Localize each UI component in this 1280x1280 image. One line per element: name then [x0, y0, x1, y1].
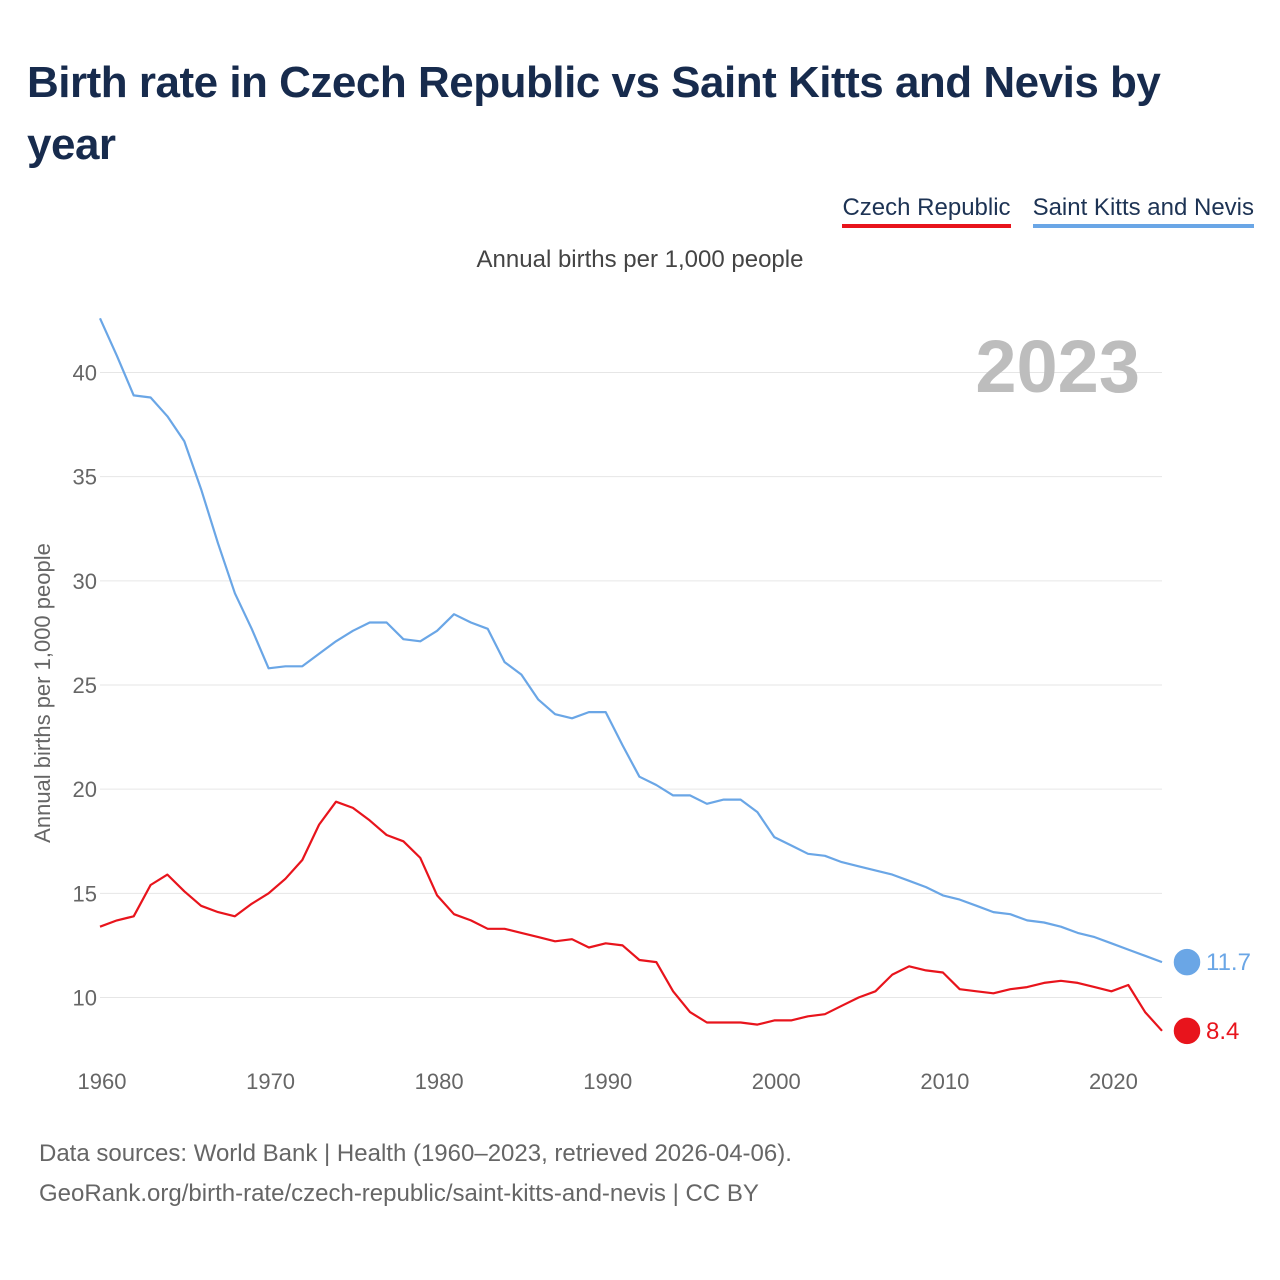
x-tick-label-2020: 2020 [1089, 1069, 1138, 1094]
chart-subtitle: Annual births per 1,000 people [476, 246, 804, 273]
legend: Czech Republic Saint Kitts and Nevis [842, 194, 1254, 228]
x-tick-label-2000: 2000 [752, 1069, 801, 1094]
y-tick-label-25: 25 [73, 673, 97, 698]
y-tick-label-20: 20 [73, 777, 97, 802]
x-tick-label-1980: 1980 [415, 1069, 464, 1094]
series-line-saint-kitts-and-nevis[interactable] [98, 317, 1163, 964]
x-tick-label-1990: 1990 [583, 1069, 632, 1094]
footer: Data sources: World Bank | Health (1960–… [39, 1134, 792, 1214]
y-axis-ticks: 10 15 20 25 30 35 40 [73, 361, 97, 1011]
footer-source: Data sources: World Bank | Health (1960–… [39, 1140, 792, 1167]
x-tick-label-1960: 1960 [78, 1069, 127, 1094]
y-axis-label: Annual births per 1,000 people [30, 543, 55, 843]
series-lines [98, 317, 1163, 1032]
end-value-label-saint-kitts-and-nevis: 11.7 [1206, 949, 1251, 976]
legend-item-saint-kitts-and-nevis[interactable]: Saint Kitts and Nevis [1032, 194, 1254, 228]
end-value-label-czech-republic: 8.4 [1206, 1018, 1239, 1045]
year-label: 2023 [975, 325, 1140, 408]
chart-title: Birth rate in Czech Republic vs Saint Ki… [27, 58, 1161, 169]
y-tick-label-30: 30 [73, 569, 97, 594]
legend-item-czech-republic[interactable]: Czech Republic [842, 194, 1011, 228]
x-tick-label-1970: 1970 [246, 1069, 295, 1094]
y-tick-label-40: 40 [73, 361, 97, 386]
series-line-czech-republic[interactable] [99, 800, 1163, 1032]
flag-icon-czech-republic [1172, 1016, 1202, 1046]
y-tick-label-35: 35 [73, 465, 97, 490]
y-tick-label-10: 10 [73, 986, 97, 1011]
x-tick-label-2010: 2010 [920, 1069, 969, 1094]
grid-lines [100, 372, 1162, 998]
y-tick-label-15: 15 [73, 881, 97, 906]
x-axis-ticks: 1960 1970 1980 1990 2000 2010 2020 [78, 1069, 1138, 1094]
end-markers: 8.4 11.7 [1172, 947, 1251, 1046]
footer-link[interactable]: GeoRank.org/birth-rate/czech-republic/sa… [39, 1180, 759, 1207]
flag-icon-saint-kitts-and-nevis [1172, 947, 1202, 977]
